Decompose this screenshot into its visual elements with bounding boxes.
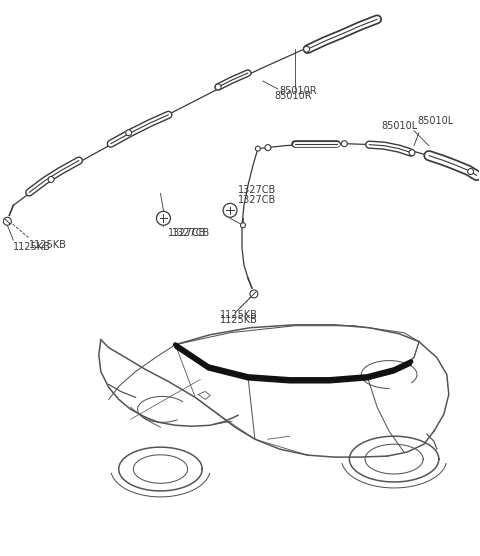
Text: 1125KB: 1125KB [29, 240, 67, 250]
Text: 1327CB: 1327CB [168, 229, 207, 239]
Text: 1327CB: 1327CB [238, 195, 276, 205]
Circle shape [255, 146, 260, 151]
Text: 1125KB: 1125KB [13, 242, 51, 252]
Circle shape [265, 145, 271, 151]
Circle shape [341, 141, 348, 147]
Text: 85010R: 85010R [274, 91, 312, 101]
Text: 1327CB: 1327CB [172, 229, 211, 239]
Circle shape [409, 150, 415, 156]
Circle shape [215, 84, 221, 90]
Text: 1125KB: 1125KB [220, 310, 258, 320]
Text: 85010R: 85010R [280, 86, 317, 96]
Circle shape [468, 168, 474, 175]
Text: 85010L: 85010L [417, 116, 453, 126]
Circle shape [250, 290, 258, 298]
Circle shape [3, 217, 12, 225]
Circle shape [48, 176, 54, 182]
Circle shape [126, 130, 132, 136]
Text: 85010L: 85010L [381, 121, 418, 131]
Circle shape [304, 46, 310, 52]
Circle shape [240, 223, 245, 228]
Text: 1125KB: 1125KB [220, 315, 258, 325]
Text: 1327CB: 1327CB [238, 185, 276, 195]
Circle shape [223, 203, 237, 217]
Circle shape [156, 211, 170, 225]
